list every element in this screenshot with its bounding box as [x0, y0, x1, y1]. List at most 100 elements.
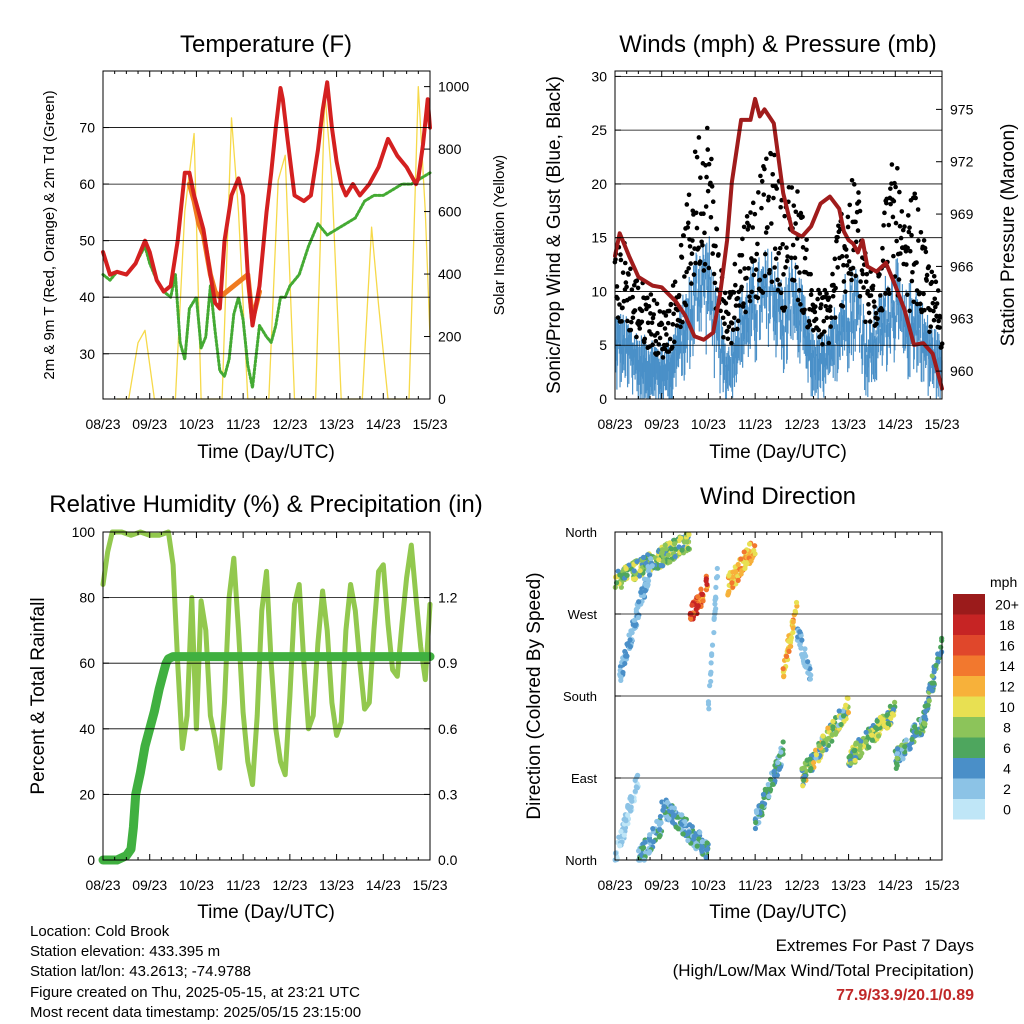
wind-gust-point [802, 307, 807, 313]
wind-gust-point [735, 318, 741, 324]
wind-direction-point [656, 826, 663, 832]
wind-direction-point [852, 747, 858, 753]
humidity-x-label: Time (Day/UTC) [197, 902, 335, 923]
wind-direction-point [752, 551, 758, 557]
wind-direction-point [893, 760, 900, 766]
wind-direction-point [748, 558, 754, 564]
wind-gust-point [649, 320, 655, 326]
colorbar-swatch [953, 614, 985, 635]
wind-gust-point [746, 266, 751, 271]
wind-gust-point [625, 318, 630, 324]
wind-gust-point [689, 251, 695, 257]
wind-direction-point [659, 550, 665, 556]
humidity-y2-tick-label: 1.2 [438, 590, 458, 606]
wind-direction-point [679, 547, 685, 553]
wind-gust-point [736, 303, 742, 308]
wind-gust-point [835, 234, 840, 240]
winds-x-tick-label: 12/23 [784, 416, 819, 432]
wind-gust-point [740, 236, 745, 242]
direction-y-tick-label: East [571, 771, 597, 786]
wind-direction-point [769, 781, 776, 787]
wind-gust-point [672, 279, 678, 285]
wind-gust-point [628, 266, 633, 272]
wind-gust-point [676, 292, 682, 298]
wind-gust-point [877, 272, 882, 277]
wind-gust-point [885, 287, 891, 292]
wind-direction-point [885, 720, 891, 727]
wind-gust-point [927, 329, 932, 335]
wind-gust-point [713, 243, 718, 249]
wind-direction-point [894, 755, 900, 761]
wind-direction-point [797, 629, 803, 635]
wind-gust-point [871, 299, 877, 304]
wind-gust-point [796, 288, 802, 293]
temperature-panel: Temperature (F) 30 40 50 60 70 0 200 400 600 800 1… [41, 31, 508, 463]
wind-direction-point [771, 773, 778, 779]
created-text: Figure created on Thu, 2025-05-15, at 23… [30, 983, 360, 1001]
colorbar-swatch [953, 799, 985, 820]
humidity-y2-tick-label: 0.6 [438, 721, 458, 737]
direction-title: Wind Direction [700, 483, 856, 510]
humidity-x-tick-label: 08/23 [85, 877, 120, 893]
wind-direction-point [759, 804, 765, 810]
wind-gust-point [751, 272, 757, 278]
wind-direction-point [801, 777, 807, 783]
wind-gust-point [716, 252, 721, 257]
wind-gust-point [710, 199, 716, 205]
wind-direction-point [632, 777, 638, 783]
wind-gust-point [836, 223, 841, 229]
humidity-axes: 0 20 40 60 80 100 0.0 0.3 0.6 0.9 1.2 08/23 09/23 10/… [72, 524, 458, 893]
wind-gust-point [763, 251, 768, 257]
wind-gust-point [762, 273, 768, 279]
temperature-x-tick-label: 12/23 [272, 416, 307, 432]
wind-direction-point [900, 756, 906, 762]
wind-direction-point [677, 535, 684, 541]
wind-direction-point [633, 606, 639, 613]
wind-direction-point [672, 553, 678, 560]
wind-direction-point [632, 617, 638, 623]
wind-gust-point [918, 229, 924, 235]
wind-gust-point [870, 283, 876, 289]
wind-gust-point [769, 221, 774, 226]
humidity-x-tick-label: 09/23 [132, 877, 167, 893]
wind-gust-point [648, 292, 654, 297]
wind-gust-point [684, 202, 690, 207]
wind-gust-point [929, 279, 935, 285]
wind-gust-point [777, 245, 783, 251]
wind-gust-point [690, 208, 696, 214]
wind-gust-point [856, 199, 862, 204]
wind-gust-point [921, 238, 927, 243]
wind-gust-point [775, 277, 780, 283]
wind-gust-point [800, 245, 806, 250]
wind-gust-point [895, 166, 900, 171]
wind-direction-point [617, 663, 624, 670]
wind-gust-point [696, 135, 702, 140]
wind-gust-point [708, 215, 714, 220]
wind-direction-point [894, 750, 901, 756]
wind-direction-point [709, 642, 716, 648]
humidity-y-tick-label: 40 [79, 721, 95, 737]
wind-direction-point [617, 843, 623, 849]
wind-direction-point [612, 850, 619, 856]
wind-gust-point [773, 256, 779, 261]
wind-direction-point [667, 559, 673, 565]
wind-gust-point [923, 249, 929, 255]
wind-gust-point [706, 265, 712, 271]
wind-gust-point [909, 232, 914, 238]
wind-gust-point [747, 298, 753, 304]
wind-direction-point [626, 632, 632, 638]
wind-gust-point [674, 323, 680, 328]
wind-gust-point [685, 220, 691, 226]
wind-direction-point [843, 702, 849, 708]
wind-gust-point [918, 301, 923, 307]
wind-gust-point [907, 225, 912, 230]
wind-gust-point [806, 318, 812, 324]
wind-gust-point [902, 224, 907, 229]
wind-direction-point [741, 549, 747, 555]
wind-gust-point [705, 147, 711, 152]
wind-gust-point [670, 322, 676, 327]
wind-gust-point [735, 326, 740, 332]
wind-gust-point [704, 125, 710, 131]
wind-gust-point [777, 282, 783, 287]
wind-gust-point [866, 302, 871, 307]
